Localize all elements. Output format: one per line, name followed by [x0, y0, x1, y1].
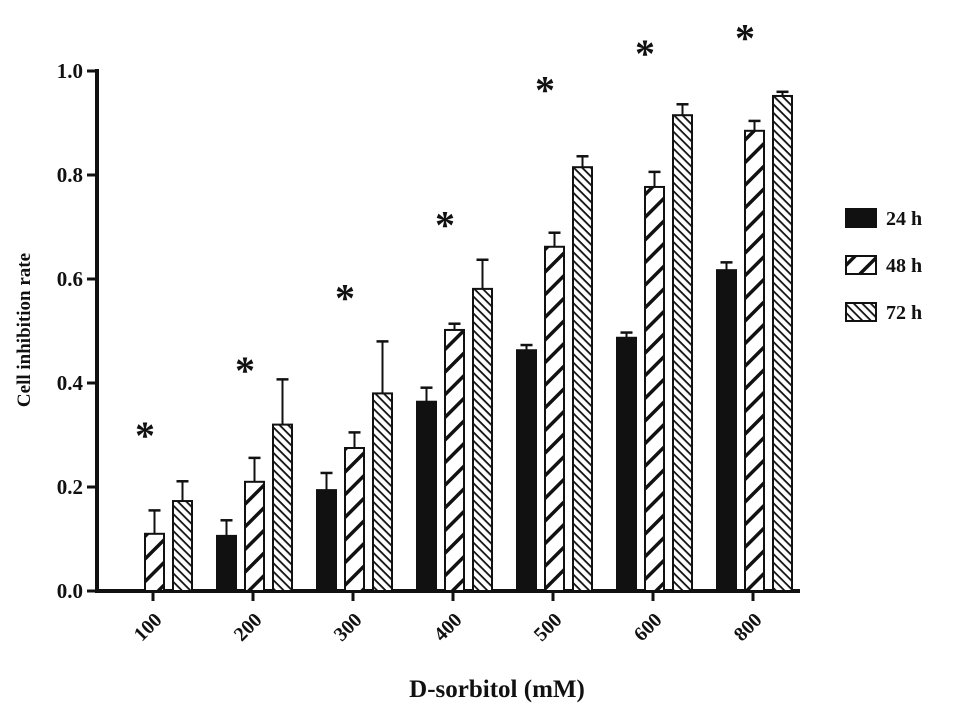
bar-48h — [144, 532, 165, 592]
legend-swatch — [845, 255, 877, 275]
significance-star: * — [535, 67, 555, 112]
bar-72h — [372, 392, 393, 592]
bar-72h — [572, 166, 593, 592]
significance-star: * — [335, 275, 355, 320]
bar-48h — [644, 185, 665, 593]
significance-star: * — [735, 15, 755, 60]
legend-label: 72 h — [886, 302, 922, 324]
legend-label: 24 h — [886, 208, 922, 230]
bar-72h — [272, 423, 293, 592]
y-tick-label: 0.4 — [57, 371, 84, 395]
significance-star: * — [435, 203, 455, 248]
legend-label: 48 h — [886, 255, 922, 277]
bar-72h — [172, 500, 193, 593]
bar-48h — [444, 328, 465, 592]
bar-48h — [544, 245, 565, 592]
significance-star: * — [235, 348, 255, 393]
x-tick-label: 200 — [230, 609, 267, 646]
significance-star: * — [135, 413, 155, 458]
y-axis-label: Cell inhibition rate — [14, 253, 35, 407]
x-tick-label: 100 — [130, 609, 167, 646]
y-tick-label: 0.0 — [57, 579, 83, 603]
bar-24h — [716, 269, 737, 592]
x-tick-label: 800 — [730, 609, 767, 646]
bar-24h — [516, 349, 537, 592]
bar-24h — [416, 400, 437, 592]
x-tick-label: 600 — [630, 609, 667, 646]
y-tick-label: 0.6 — [57, 267, 83, 291]
legend-swatch — [845, 302, 877, 322]
y-tick-label: 0.8 — [57, 163, 83, 187]
bar-72h — [672, 114, 693, 592]
significance-star: * — [635, 31, 655, 76]
y-tick-label: 0.2 — [57, 475, 83, 499]
x-tick-label: 500 — [530, 609, 567, 646]
bar-72h — [472, 287, 493, 592]
bar-48h — [744, 129, 765, 593]
x-tick-label: 400 — [430, 609, 467, 646]
bar-72h — [772, 94, 793, 593]
y-tick-label: 1.0 — [57, 59, 83, 83]
x-tick-label: 300 — [330, 609, 367, 646]
legend-swatch — [845, 208, 877, 228]
x-axis-label: D-sorbitol (mM) — [409, 676, 585, 703]
bar-24h — [316, 489, 337, 592]
bar-48h — [244, 480, 265, 592]
bar-24h — [216, 534, 237, 593]
bar-24h — [616, 336, 637, 593]
bar-48h — [344, 447, 365, 592]
